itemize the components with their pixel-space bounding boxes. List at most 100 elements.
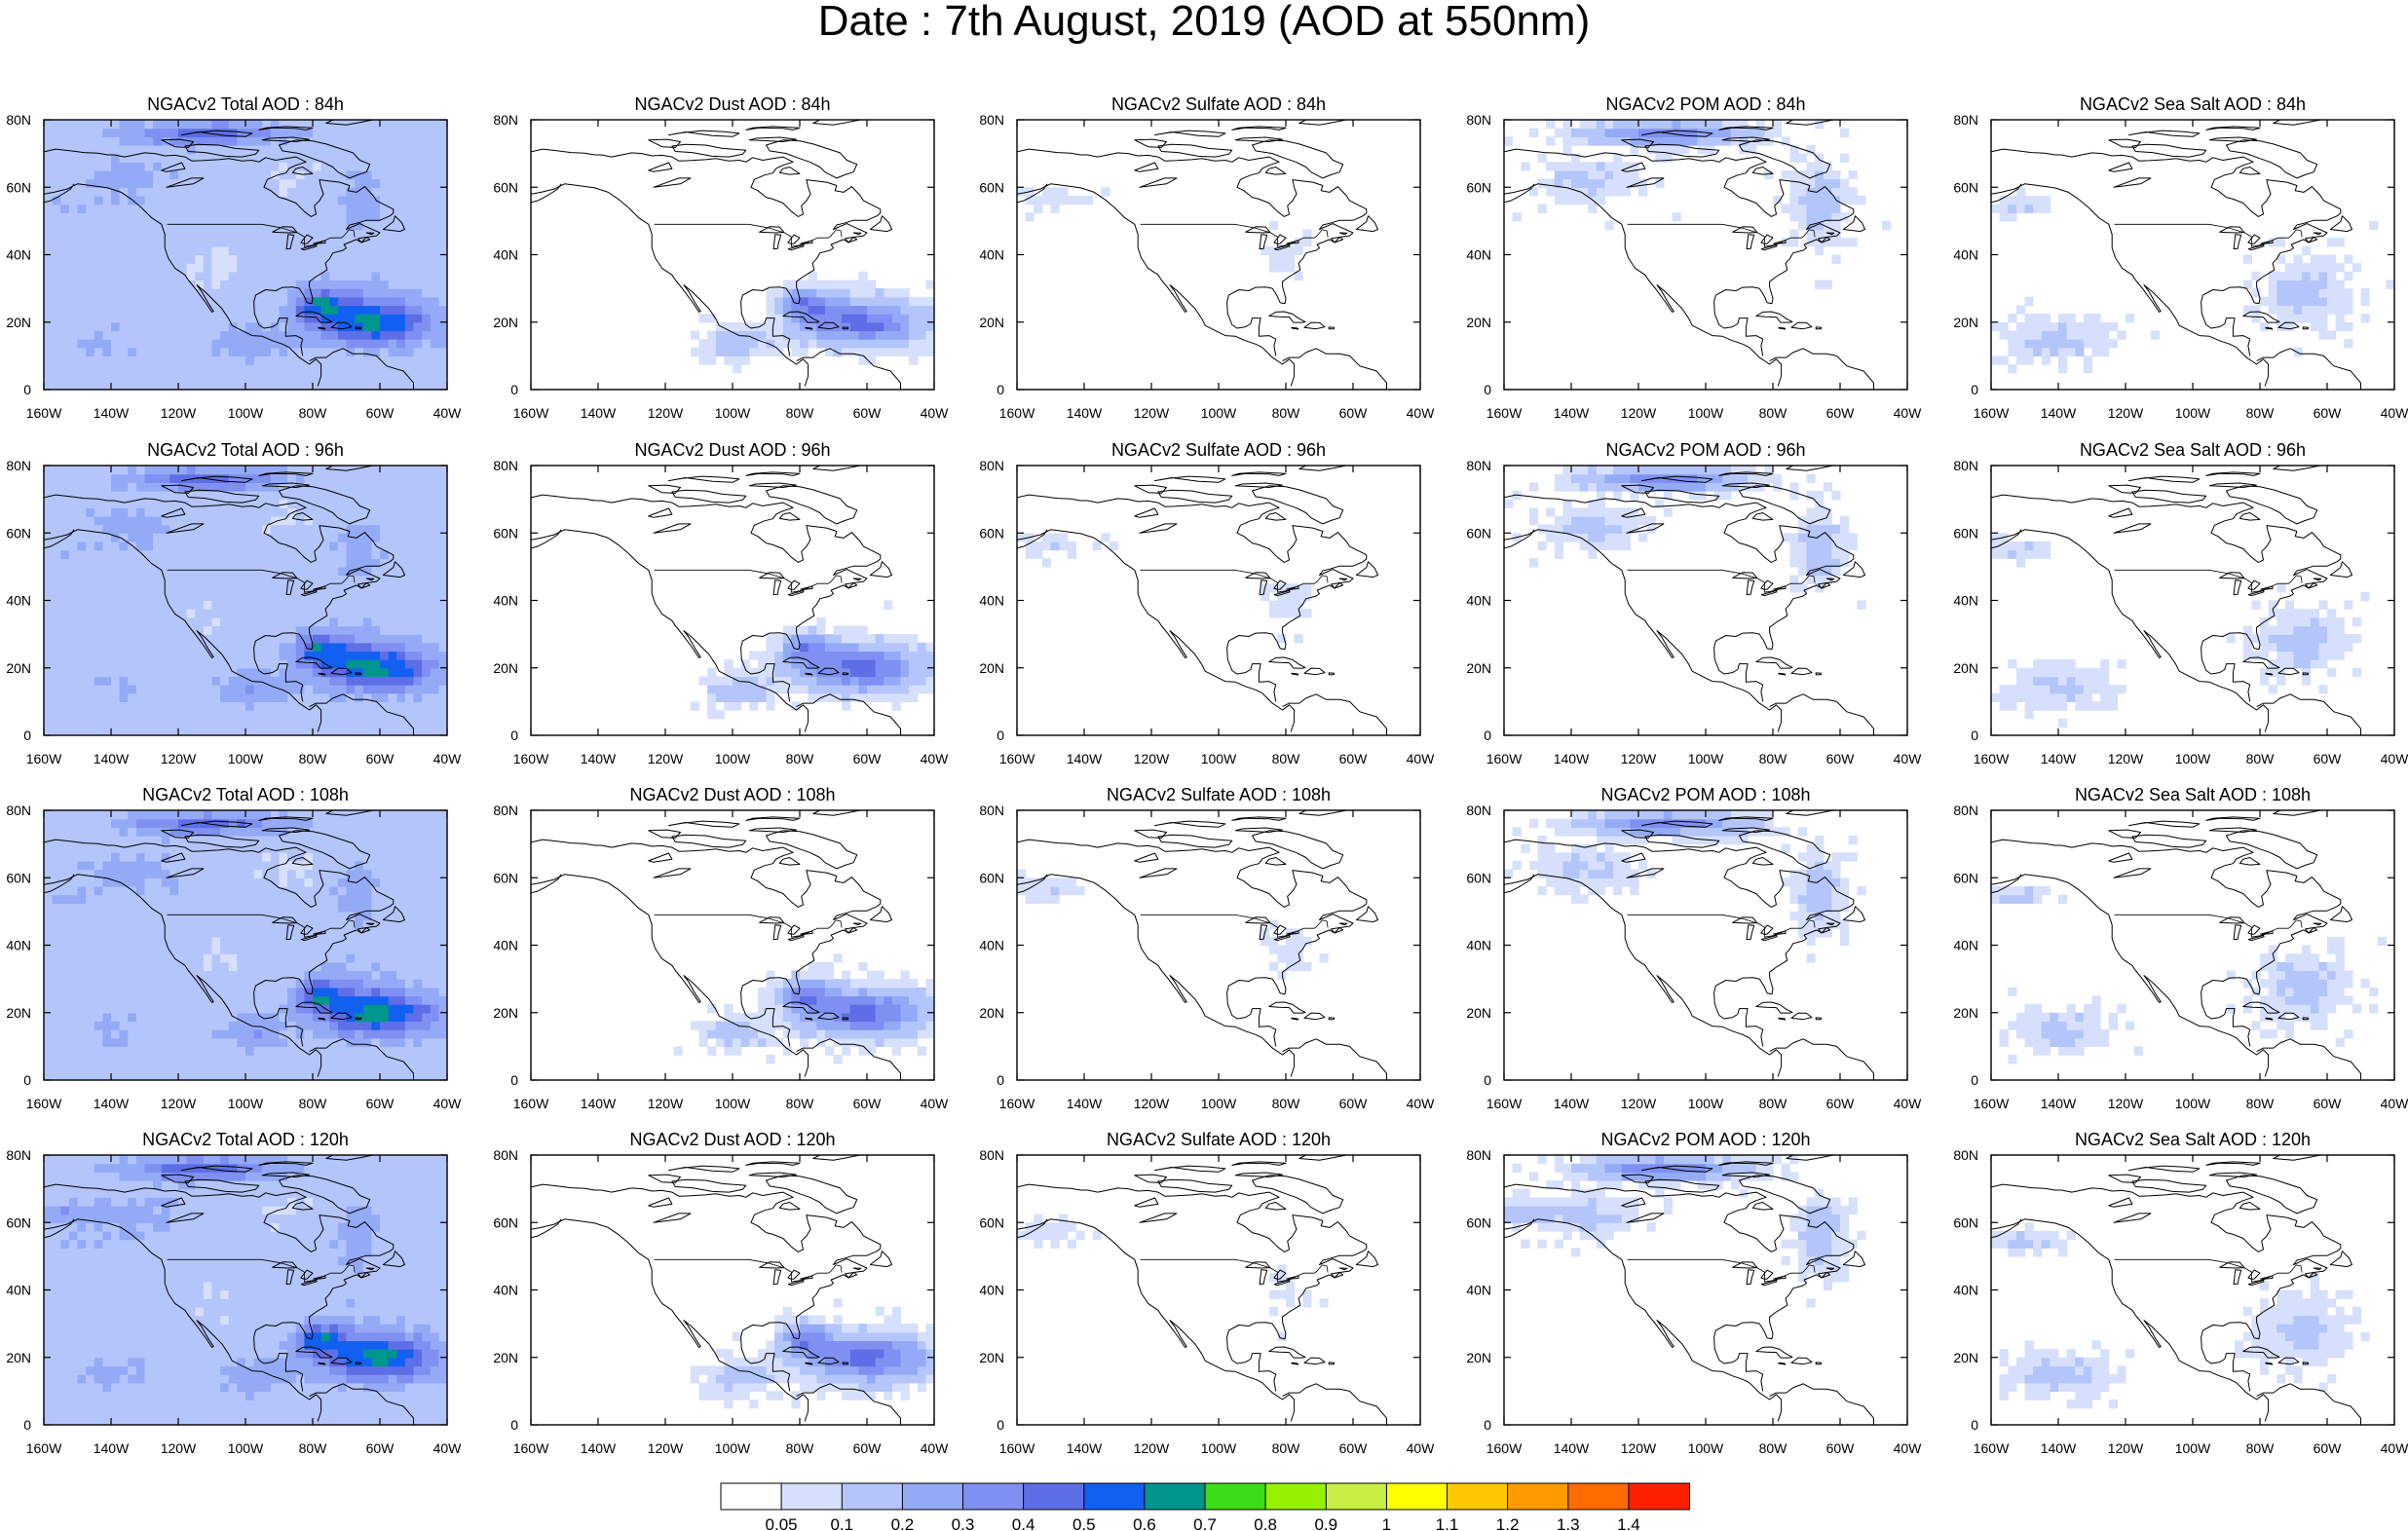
x-tick-label: 80W <box>1759 1440 1788 1456</box>
y-tick-label: 20N <box>979 315 1004 330</box>
y-tick-label: 0 <box>1971 1417 1978 1433</box>
x-tick-label: 100W <box>1688 1440 1724 1456</box>
coastlines <box>1991 466 2361 735</box>
x-tick-label: 140W <box>2041 405 2077 421</box>
x-tick-label: 60W <box>366 1440 395 1456</box>
x-tick-label: 60W <box>1339 1440 1369 1456</box>
x-tick-label: 80W <box>1272 1096 1301 1111</box>
x-tick-label: 40W <box>433 1440 463 1456</box>
y-tick-label: 40N <box>1953 593 1978 609</box>
x-tick-label: 40W <box>1894 1096 1923 1111</box>
aod-field <box>1017 869 1329 980</box>
coastlines <box>1991 1155 2361 1425</box>
x-tick-label: 120W <box>648 1440 684 1456</box>
x-tick-label: 80W <box>2246 1440 2276 1456</box>
aod-field <box>44 120 447 390</box>
map-area <box>1991 810 2387 1080</box>
panel-title: NGACv2 Sulfate AOD : 84h <box>1111 94 1326 114</box>
us-canada-border <box>654 569 843 593</box>
x-tick-label: 120W <box>1621 1096 1657 1111</box>
coastlines <box>1991 120 2361 390</box>
y-tick-label: 80N <box>493 458 518 473</box>
x-tick-label: 40W <box>1407 751 1436 766</box>
x-tick-label: 120W <box>1621 405 1657 421</box>
panel-title: NGACv2 Sea Salt AOD : 84h <box>2080 94 2306 114</box>
map-area <box>1504 120 1892 390</box>
x-tick-label: 140W <box>581 405 617 421</box>
y-tick-label: 0 <box>510 382 518 397</box>
coastlines <box>44 466 414 735</box>
x-tick-label: 140W <box>1554 405 1590 421</box>
coastlines <box>1017 810 1387 1080</box>
x-tick-label: 100W <box>1201 751 1237 766</box>
x-tick-label: 120W <box>648 1096 684 1111</box>
x-tick-label: 40W <box>1894 1440 1923 1456</box>
panel-title: NGACv2 Sea Salt AOD : 120h <box>2075 1130 2311 1149</box>
aod-field <box>1991 187 2394 374</box>
y-tick-label: 20N <box>1466 315 1491 330</box>
map-panel: NGACv2 Dust AOD : 120h 160W 140W 120W 100W 80… <box>493 1130 949 1456</box>
x-tick-label: 140W <box>581 1096 617 1111</box>
x-tick-label: 100W <box>2175 405 2211 421</box>
coastlines <box>531 1155 901 1425</box>
x-tick-label: 100W <box>715 405 751 421</box>
y-tick-label: 0 <box>997 1417 1004 1433</box>
aod-field <box>1991 1222 2370 1409</box>
x-tick-label: 40W <box>433 751 463 766</box>
y-tick-label: 20N <box>979 1350 1004 1365</box>
x-tick-label: 120W <box>1134 1440 1170 1456</box>
y-tick-label: 20N <box>1953 315 1978 330</box>
y-tick-label: 80N <box>493 112 518 128</box>
x-tick-label: 120W <box>2108 751 2144 766</box>
x-tick-label: 40W <box>2381 751 2408 766</box>
panel-title: NGACv2 Dust AOD : 108h <box>629 785 835 804</box>
aod-field <box>1017 1214 1329 1342</box>
y-tick-label: 0 <box>23 382 31 397</box>
coastlines <box>44 810 414 1080</box>
aod-field <box>1991 533 2370 728</box>
x-tick-label: 140W <box>1554 1096 1590 1111</box>
y-tick-label: 20N <box>493 660 518 676</box>
y-tick-label: 20N <box>979 660 1004 676</box>
aod-field <box>44 466 447 735</box>
x-tick-label: 80W <box>1759 1096 1788 1111</box>
x-tick-label: 60W <box>1339 405 1369 421</box>
y-tick-label: 0 <box>510 1417 518 1433</box>
x-tick-label: 40W <box>1407 1440 1436 1456</box>
map-panel: NGACv2 Dust AOD : 96h 160W 140W 120W 100W 80W… <box>493 440 949 766</box>
y-tick-label: 80N <box>1466 112 1491 128</box>
x-tick-label: 40W <box>1894 405 1923 421</box>
x-tick-label: 60W <box>1339 1096 1369 1111</box>
x-tick-label: 80W <box>299 405 328 421</box>
x-tick-label: 80W <box>786 1096 815 1111</box>
y-tick-label: 80N <box>1466 803 1491 818</box>
x-tick-label: 120W <box>2108 1440 2144 1456</box>
us-canada-border <box>654 1258 843 1283</box>
y-tick-label: 20N <box>6 660 31 676</box>
coastlines <box>1017 466 1387 735</box>
x-tick-label: 40W <box>1407 1096 1436 1111</box>
x-tick-label: 60W <box>2314 1440 2343 1456</box>
x-tick-label: 60W <box>1826 1440 1856 1456</box>
coastlines <box>44 120 414 390</box>
y-tick-label: 60N <box>1466 179 1491 195</box>
x-tick-label: 140W <box>1067 405 1103 421</box>
x-tick-label: 80W <box>299 1440 328 1456</box>
y-tick-label: 0 <box>1971 1072 1978 1088</box>
y-tick-label: 60N <box>493 179 518 195</box>
y-tick-label: 60N <box>979 1214 1004 1230</box>
map-area <box>44 1155 447 1425</box>
panel-title: NGACv2 Total AOD : 108h <box>142 785 349 804</box>
y-tick-label: 40N <box>1466 1283 1491 1298</box>
x-tick-label: 140W <box>1067 1096 1103 1111</box>
y-tick-label: 40N <box>6 938 31 953</box>
x-tick-label: 160W <box>999 405 1035 421</box>
us-canada-border <box>1140 914 1329 938</box>
x-tick-label: 140W <box>94 1096 130 1111</box>
x-tick-label: 160W <box>1974 1096 2010 1111</box>
aod-field <box>1504 120 1892 289</box>
x-tick-label: 40W <box>921 751 950 766</box>
panel-title: NGACv2 Sulfate AOD : 120h <box>1107 1130 1331 1149</box>
aod-field <box>1991 885 2387 1064</box>
x-tick-label: 80W <box>2246 405 2276 421</box>
